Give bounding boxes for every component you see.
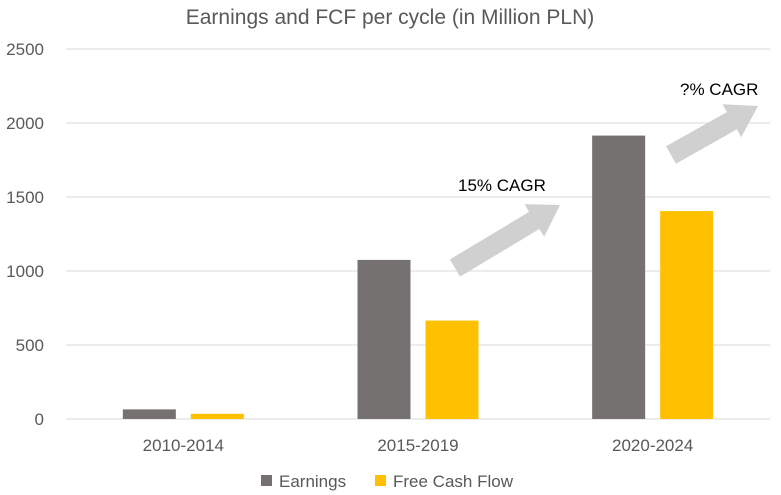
y-tick-label: 0 — [35, 410, 44, 429]
bar-fcf-2020-2024 — [660, 211, 714, 419]
y-tick-label: 2000 — [6, 114, 44, 133]
bar-fcf-2010-2014 — [190, 413, 244, 419]
cagr-annotation-2: ?% CAGR — [666, 80, 758, 164]
cagr-label-1: 15% CAGR — [458, 176, 546, 195]
legend: Earnings Free Cash Flow — [261, 472, 514, 491]
chart-title: Earnings and FCF per cycle (in Million P… — [186, 6, 594, 29]
bar-earnings-2010-2014 — [122, 409, 176, 419]
cagr-arrow-1 — [449, 204, 560, 277]
y-tick-label: 1000 — [6, 262, 44, 281]
x-tick-label: 2015-2019 — [377, 436, 458, 455]
legend-swatch-earnings — [261, 475, 272, 486]
cagr-annotation-1: 15% CAGR — [449, 176, 560, 277]
y-tick-label: 1500 — [6, 188, 44, 207]
legend-label-earnings: Earnings — [279, 472, 346, 491]
x-axis-ticks: 2010-2014 2015-2019 2020-2024 — [143, 436, 694, 455]
legend-label-fcf: Free Cash Flow — [393, 472, 514, 491]
cagr-label-2: ?% CAGR — [680, 80, 758, 99]
bar-earnings-2020-2024 — [592, 135, 646, 419]
gridlines — [66, 48, 770, 420]
y-tick-label: 2500 — [6, 40, 44, 59]
x-tick-label: 2020-2024 — [612, 436, 693, 455]
y-axis-ticks: 0 500 1000 1500 2000 2500 — [6, 40, 44, 429]
y-tick-label: 500 — [16, 336, 44, 355]
cagr-arrow-2 — [666, 104, 758, 164]
x-tick-label: 2010-2014 — [143, 436, 224, 455]
legend-swatch-fcf — [375, 475, 386, 486]
bars — [122, 135, 714, 419]
bar-fcf-2015-2019 — [425, 320, 479, 419]
bar-earnings-2015-2019 — [357, 259, 411, 419]
